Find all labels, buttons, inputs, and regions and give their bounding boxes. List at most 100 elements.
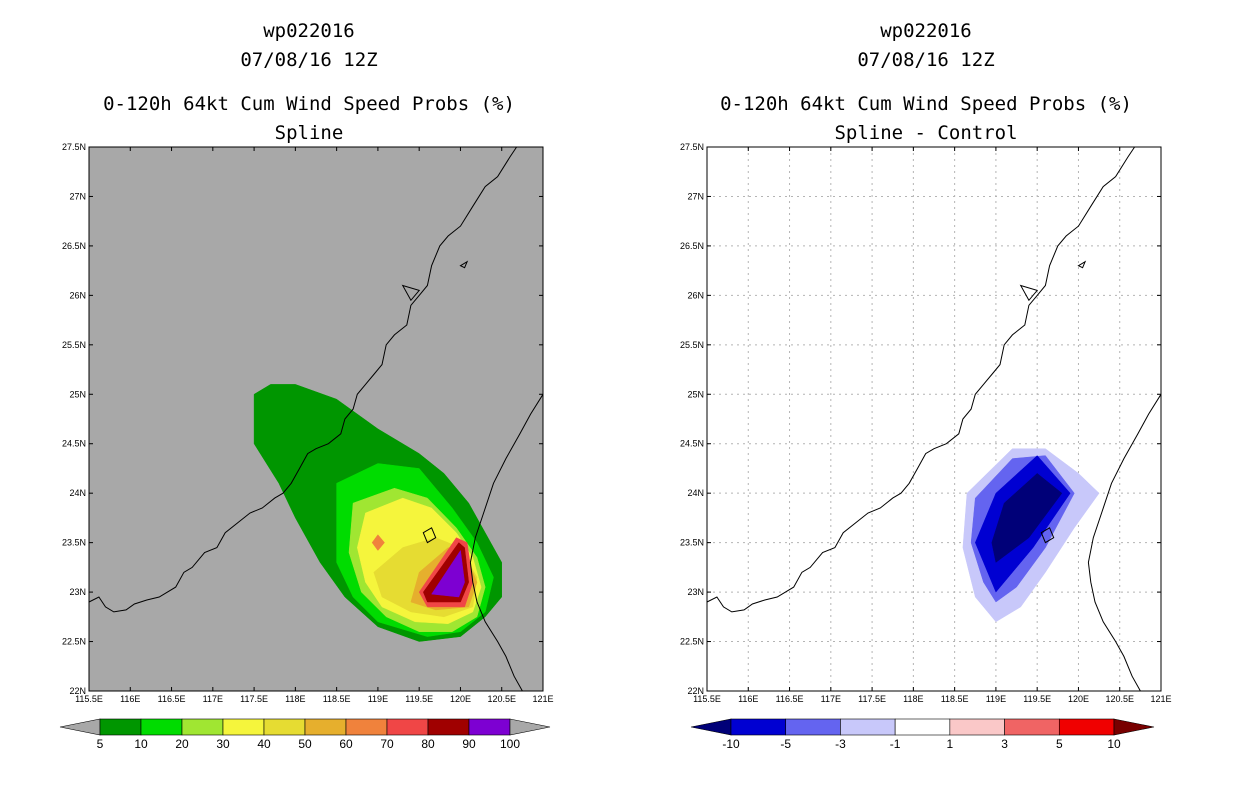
right-colorbar: -10 -5 -3 -1 1 3 5 10 bbox=[690, 718, 1155, 751]
right-title-line-4: Spline - Control bbox=[834, 122, 1017, 144]
colorbar-label: 70 bbox=[380, 737, 394, 751]
coastline-island bbox=[401, 284, 421, 302]
left-coastline bbox=[88, 146, 544, 692]
right-coastline bbox=[706, 146, 1162, 692]
colorbar-extend-low bbox=[690, 718, 732, 736]
y-tick-label: 22.5N bbox=[680, 637, 704, 647]
colorbar-swatch bbox=[263, 718, 306, 736]
colorbar-label: 3 bbox=[1001, 737, 1008, 751]
coastline-mainland bbox=[706, 146, 1136, 613]
colorbar-swatch bbox=[99, 718, 142, 736]
x-tick-label: 119E bbox=[986, 694, 1006, 704]
x-tick-label: 121E bbox=[1150, 694, 1171, 704]
y-tick-label: 24N bbox=[687, 488, 704, 498]
colorbar-swatch bbox=[785, 718, 841, 736]
x-tick-label: 116.5E bbox=[776, 694, 804, 704]
y-tick-label: 24N bbox=[69, 488, 86, 498]
colorbar-swatch bbox=[181, 718, 224, 736]
x-tick-label: 115.5E bbox=[693, 694, 721, 704]
colorbar-label: 50 bbox=[298, 737, 312, 751]
x-tick-label: 118.5E bbox=[323, 694, 351, 704]
y-tick-label: 27N bbox=[687, 191, 704, 201]
y-tick-label: 24.5N bbox=[680, 439, 704, 449]
colorbar-swatch bbox=[949, 718, 1005, 736]
y-tick-label: 23.5N bbox=[62, 538, 86, 548]
colorbar-swatch bbox=[894, 718, 951, 736]
colorbar-label: 20 bbox=[175, 737, 189, 751]
colorbar-swatch bbox=[468, 718, 511, 736]
x-tick-label: 116E bbox=[738, 694, 758, 704]
y-tick-label: 26N bbox=[69, 290, 86, 300]
right-map-background bbox=[707, 147, 1161, 691]
colorbar-label: 30 bbox=[216, 737, 230, 751]
y-tick-label: 27N bbox=[69, 191, 86, 201]
y-tick-label: 22N bbox=[687, 686, 704, 696]
left-map-frame bbox=[88, 146, 544, 692]
x-tick-label: 115.5E bbox=[75, 694, 103, 704]
left-title-line-2: 07/08/16 12Z bbox=[240, 49, 377, 71]
y-tick-label: 22N bbox=[69, 686, 86, 696]
x-tick-label: 116E bbox=[120, 694, 140, 704]
left-axis-ticks: 115.5E 116E 116.5E 117E 117.5E 118E 118.5E 119E… bbox=[62, 142, 554, 704]
colorbar-label: -1 bbox=[890, 737, 901, 751]
colorbar-label: 10 bbox=[1107, 737, 1121, 751]
colorbar-swatch bbox=[386, 718, 429, 736]
colorbar-swatch bbox=[222, 718, 265, 736]
right-panel: wp022016 07/08/16 12Z 0-120h 64kt Cum Wi… bbox=[680, 20, 1172, 751]
right-title-line-3: 0-120h 64kt Cum Wind Speed Probs (%) bbox=[720, 93, 1132, 115]
y-tick-label: 24.5N bbox=[62, 439, 86, 449]
contour-level-60 bbox=[371, 534, 385, 551]
colorbar-label: 90 bbox=[462, 737, 476, 751]
y-tick-label: 23.5N bbox=[680, 538, 704, 548]
colorbar-label: -3 bbox=[835, 737, 846, 751]
y-tick-label: 25N bbox=[687, 389, 704, 399]
left-title-line-1: wp022016 bbox=[263, 20, 355, 42]
x-tick-label: 121E bbox=[532, 694, 553, 704]
y-tick-label: 26.5N bbox=[680, 241, 704, 251]
x-tick-label: 118E bbox=[903, 694, 923, 704]
colorbar-label: 1 bbox=[947, 737, 954, 751]
right-axis-ticks: 115.5E 116E 116.5E 117E 117.5E 118E 118.5E 119E… bbox=[680, 142, 1172, 704]
right-title-line-2: 07/08/16 12Z bbox=[857, 49, 994, 71]
colorbar-label: 5 bbox=[97, 737, 104, 751]
colorbar-extend-low bbox=[59, 718, 101, 736]
colorbar-swatch bbox=[1004, 718, 1060, 736]
colorbar-swatch bbox=[427, 718, 470, 736]
colorbar-swatch bbox=[840, 718, 896, 736]
x-tick-label: 116.5E bbox=[158, 694, 186, 704]
y-tick-label: 25N bbox=[69, 389, 86, 399]
y-tick-label: 26N bbox=[687, 290, 704, 300]
y-tick-label: 25.5N bbox=[680, 340, 704, 350]
left-title-line-4: Spline bbox=[275, 122, 344, 144]
colorbar-swatch bbox=[1058, 718, 1115, 736]
colorbar-swatch bbox=[345, 718, 388, 736]
x-tick-label: 120E bbox=[450, 694, 471, 704]
coastline-taiwan bbox=[1087, 394, 1162, 692]
x-tick-label: 117E bbox=[821, 694, 841, 704]
y-tick-label: 25.5N bbox=[62, 340, 86, 350]
coastline-island bbox=[1077, 260, 1087, 269]
coastline-island bbox=[1019, 284, 1039, 302]
coastline-taiwan bbox=[469, 394, 544, 692]
y-tick-label: 23N bbox=[687, 587, 704, 597]
x-tick-label: 120.5E bbox=[487, 694, 516, 704]
right-gridlines bbox=[707, 147, 1161, 691]
colorbar-label: -10 bbox=[722, 737, 740, 751]
colorbar-label: 10 bbox=[134, 737, 148, 751]
left-panel: wp022016 07/08/16 12Z 0-120h 64kt Cum Wi… bbox=[59, 20, 554, 751]
contour-level-neg10 bbox=[991, 473, 1063, 563]
colorbar-extend-high bbox=[1113, 718, 1155, 736]
contour-level-90 bbox=[431, 549, 465, 598]
y-tick-label: 27.5N bbox=[680, 142, 704, 152]
colorbar-label: 80 bbox=[421, 737, 435, 751]
colorbar-label: 5 bbox=[1056, 737, 1063, 751]
left-title-line-3: 0-120h 64kt Cum Wind Speed Probs (%) bbox=[103, 93, 515, 115]
x-tick-label: 119E bbox=[368, 694, 388, 704]
coastline-island bbox=[1040, 527, 1055, 544]
x-tick-label: 118.5E bbox=[941, 694, 969, 704]
right-title-line-1: wp022016 bbox=[880, 20, 972, 42]
coastline-island bbox=[459, 260, 469, 269]
right-contours bbox=[962, 448, 1100, 623]
colorbar-label: 60 bbox=[339, 737, 353, 751]
